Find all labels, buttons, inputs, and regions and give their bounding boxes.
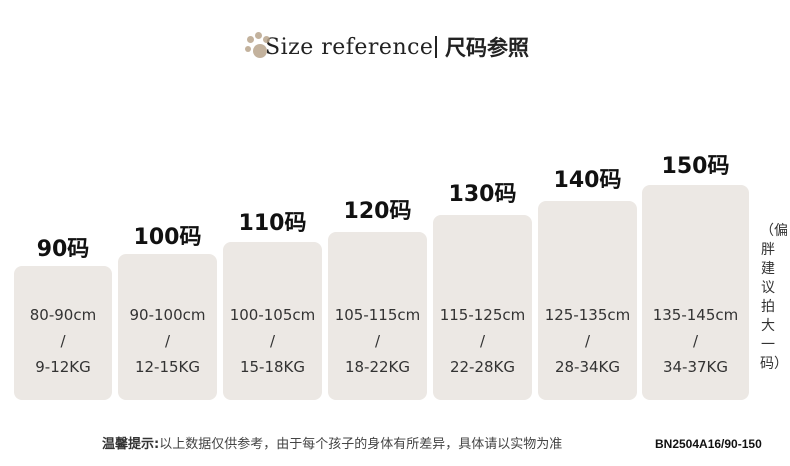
size-sep: / bbox=[164, 332, 171, 350]
size-sep: / bbox=[479, 332, 486, 350]
footer-prefix: 温馨提示: bbox=[102, 437, 160, 452]
size-height: 100-105cm bbox=[229, 306, 316, 324]
title-english: Size reference bbox=[265, 34, 434, 60]
size-height: 115-125cm bbox=[439, 306, 526, 324]
size-height: 105-115cm bbox=[334, 306, 421, 324]
side-note: （偏胖建议拍大一码） bbox=[760, 223, 788, 372]
size-weight: 34-37KG bbox=[662, 358, 729, 376]
size-label: 90码 bbox=[36, 237, 90, 262]
size-height: 80-90cm bbox=[29, 306, 97, 324]
size-height: 135-145cm bbox=[652, 306, 739, 324]
size-label: 100码 bbox=[133, 225, 202, 250]
footer-note: 温馨提示:以上数据仅供参考，由于每个孩子的身体有所差异，具体请以实物为准 bbox=[102, 433, 562, 452]
size-weight: 22-28KG bbox=[449, 358, 516, 376]
size-card: 115-125cm / 22-28KG bbox=[433, 215, 532, 400]
size-card: 100-105cm / 15-18KG bbox=[223, 242, 322, 400]
size-card: 105-115cm / 18-22KG bbox=[328, 232, 427, 400]
size-card: 135-145cm / 34-37KG bbox=[642, 185, 749, 400]
size-card: 125-135cm / 28-34KG bbox=[538, 201, 637, 400]
title-chinese: 尺码参照 bbox=[444, 36, 529, 60]
title-divider bbox=[435, 36, 437, 58]
size-card: 90-100cm / 12-15KG bbox=[118, 254, 217, 400]
title: Size reference 尺码参照 bbox=[245, 30, 529, 64]
size-weight: 18-22KG bbox=[344, 358, 411, 376]
size-card: 80-90cm / 9-12KG bbox=[14, 266, 112, 400]
footer-text: 以上数据仅供参考，由于每个孩子的身体有所差异，具体请以实物为准 bbox=[159, 437, 563, 452]
size-height: 90-100cm bbox=[129, 306, 206, 324]
paw-icon bbox=[245, 32, 271, 62]
size-sep: / bbox=[584, 332, 591, 350]
size-sep: / bbox=[269, 332, 276, 350]
size-label: 120码 bbox=[343, 199, 412, 224]
product-code: BN2504A16/90-150 bbox=[655, 437, 762, 451]
size-label: 140码 bbox=[553, 168, 622, 193]
size-label: 110码 bbox=[238, 211, 307, 236]
size-label: 150码 bbox=[661, 154, 730, 179]
size-weight: 12-15KG bbox=[134, 358, 201, 376]
size-weight: 28-34KG bbox=[554, 358, 621, 376]
size-sep: / bbox=[692, 332, 699, 350]
size-sep: / bbox=[374, 332, 381, 350]
size-weight: 15-18KG bbox=[239, 358, 306, 376]
size-sep: / bbox=[60, 332, 66, 350]
size-label: 130码 bbox=[448, 182, 517, 207]
size-weight: 9-12KG bbox=[35, 358, 91, 376]
size-height: 125-135cm bbox=[544, 306, 631, 324]
